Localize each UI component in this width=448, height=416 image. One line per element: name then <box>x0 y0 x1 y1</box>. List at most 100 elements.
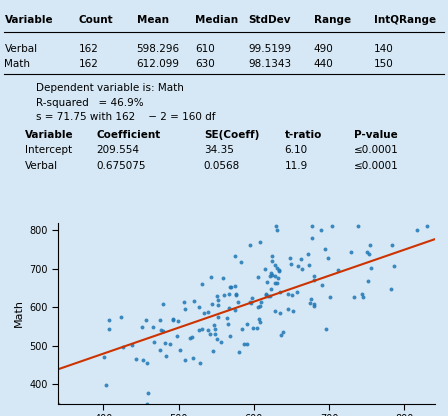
Point <box>208 300 215 307</box>
Point <box>239 325 246 332</box>
Text: Range: Range <box>314 15 351 25</box>
Point <box>232 307 239 314</box>
Text: Dependent variable is: Math: Dependent variable is: Math <box>36 83 184 93</box>
Point <box>158 327 165 333</box>
Point <box>284 291 292 297</box>
Point <box>213 293 220 300</box>
Point <box>264 279 271 285</box>
Point <box>366 241 374 248</box>
Text: 0.0568: 0.0568 <box>204 161 240 171</box>
Text: 490: 490 <box>314 44 333 54</box>
Point <box>204 327 211 334</box>
Point <box>244 321 251 327</box>
Point <box>272 223 280 230</box>
Point <box>163 352 170 359</box>
Point <box>150 324 157 330</box>
Text: 162: 162 <box>78 44 98 54</box>
Text: 34.35: 34.35 <box>204 145 234 155</box>
Point <box>271 261 279 268</box>
Text: Variable: Variable <box>4 15 53 25</box>
Point <box>246 298 254 305</box>
Text: R-squared   = 46.9%: R-squared = 46.9% <box>36 98 143 108</box>
Point <box>390 262 397 269</box>
Point <box>197 359 204 366</box>
Point <box>209 348 216 354</box>
Point <box>211 326 219 332</box>
Text: 440: 440 <box>314 59 333 69</box>
Point <box>186 334 194 341</box>
Point <box>235 299 242 305</box>
Point <box>326 294 333 300</box>
Point <box>133 356 140 362</box>
Point <box>263 291 270 298</box>
Point <box>273 265 280 271</box>
Point <box>276 310 283 317</box>
Point <box>354 223 361 230</box>
Text: 612.099: 612.099 <box>137 59 180 69</box>
Point <box>224 321 232 328</box>
Point <box>319 282 326 288</box>
Point <box>207 274 214 280</box>
Point <box>248 295 255 302</box>
Point <box>351 294 358 300</box>
Point <box>226 305 233 312</box>
Point <box>215 297 222 304</box>
Point <box>220 275 227 281</box>
Point <box>173 333 181 339</box>
Point <box>224 315 231 322</box>
Point <box>232 292 239 299</box>
Point <box>232 283 239 290</box>
Text: StdDev: StdDev <box>249 15 291 25</box>
Point <box>347 249 354 255</box>
Point <box>274 227 281 234</box>
Point <box>117 314 124 320</box>
Point <box>293 288 300 295</box>
Point <box>388 286 395 292</box>
Point <box>367 265 375 272</box>
Point <box>196 326 203 333</box>
Point <box>181 306 188 312</box>
Point <box>143 359 151 366</box>
Point <box>279 328 286 335</box>
Text: 630: 630 <box>195 59 215 69</box>
Point <box>180 298 187 305</box>
Point <box>250 324 257 331</box>
Point <box>150 339 157 346</box>
Text: 209.554: 209.554 <box>96 145 139 155</box>
Point <box>139 357 146 363</box>
Point <box>276 289 283 295</box>
Point <box>160 327 167 334</box>
Point <box>423 223 431 230</box>
Point <box>269 271 276 278</box>
Point <box>166 341 173 347</box>
Point <box>144 389 151 396</box>
Point <box>298 266 306 272</box>
Point <box>211 330 219 337</box>
Point <box>268 253 276 260</box>
Point <box>284 306 292 313</box>
Point <box>254 304 261 310</box>
Point <box>304 250 311 257</box>
Point <box>214 302 221 309</box>
Point <box>157 347 164 353</box>
Point <box>176 347 183 354</box>
Point <box>156 316 164 323</box>
Text: 162: 162 <box>78 59 98 69</box>
Point <box>268 258 276 264</box>
Point <box>159 300 167 307</box>
Point <box>233 291 240 298</box>
Text: 6.10: 6.10 <box>284 145 308 155</box>
Point <box>218 338 225 345</box>
Point <box>267 293 274 300</box>
Text: Coefficient: Coefficient <box>96 130 160 140</box>
Text: 0.675075: 0.675075 <box>96 161 146 171</box>
Point <box>318 227 325 234</box>
Point <box>138 323 146 330</box>
Point <box>271 280 278 286</box>
Point <box>257 302 264 309</box>
Point <box>267 285 274 292</box>
Point <box>220 291 228 298</box>
Point <box>265 292 272 299</box>
Point <box>262 291 269 298</box>
Point <box>254 325 261 332</box>
